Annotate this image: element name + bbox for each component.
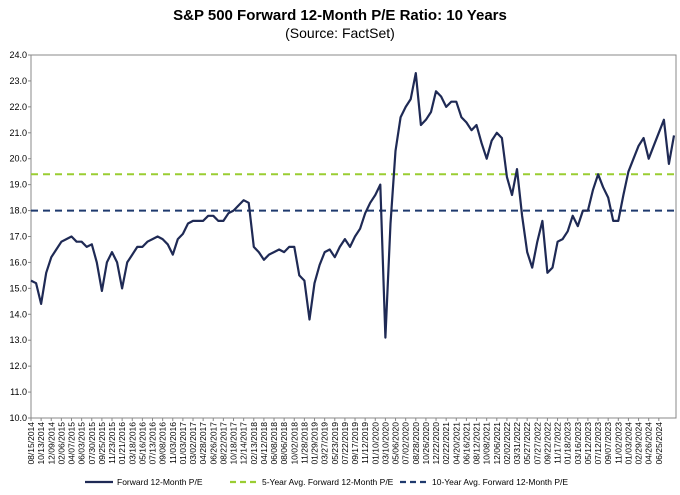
x-tick-label: 01/21/2016 (117, 422, 127, 465)
x-tick-label: 10/26/2020 (421, 422, 431, 465)
x-tick-label: 06/25/2024 (654, 422, 664, 465)
x-tick-label: 02/02/2022 (502, 422, 512, 465)
legend-label: 10-Year Avg. Forward 12-Month P/E (432, 477, 568, 487)
x-tick-label: 12/09/2014 (46, 422, 56, 465)
x-tick-label: 03/16/2023 (573, 422, 583, 465)
x-tick-label: 12/06/2021 (492, 422, 502, 465)
x-tick-label: 03/02/2017 (188, 422, 198, 465)
y-tick-label: 19.0 (9, 180, 27, 190)
x-tick-label: 11/12/2019 (360, 422, 370, 464)
y-tick-label: 15.0 (9, 283, 27, 293)
x-tick-label: 04/28/2017 (198, 422, 208, 465)
x-tick-label: 02/22/2021 (441, 422, 451, 465)
x-tick-label: 06/03/2015 (77, 422, 87, 465)
x-tick-label: 07/12/2023 (593, 422, 603, 465)
legend-label: Forward 12-Month P/E (117, 477, 203, 487)
x-tick-label: 01/18/2023 (563, 422, 573, 465)
x-tick-label: 06/26/2017 (208, 422, 218, 465)
x-tick-label: 08/28/2020 (411, 422, 421, 465)
x-tick-label: 05/23/2019 (330, 422, 340, 465)
y-tick-label: 14.0 (9, 309, 27, 319)
x-tick-label: 09/17/2019 (350, 422, 360, 465)
x-tick-label: 05/12/2023 (583, 422, 593, 465)
chart-subtitle: (Source: FactSet) (285, 25, 395, 41)
x-tick-label: 01/29/2019 (310, 422, 320, 465)
x-tick-label: 07/02/2020 (401, 422, 411, 465)
x-tick-label: 03/31/2022 (512, 422, 522, 465)
x-tick-label: 09/25/2015 (97, 422, 107, 465)
legend-label: 5-Year Avg. Forward 12-Month P/E (262, 477, 394, 487)
x-tick-label: 12/14/2017 (239, 422, 249, 465)
y-tick-label: 16.0 (9, 257, 27, 267)
plot-frame (30, 54, 677, 419)
x-tick-label: 10/13/2014 (36, 422, 46, 465)
x-tick-label: 05/06/2020 (391, 422, 401, 465)
y-tick-label: 17.0 (9, 232, 27, 242)
y-tick-label: 24.0 (9, 50, 27, 60)
chart-title: S&P 500 Forward 12-Month P/E Ratio: 10 Y… (173, 7, 507, 24)
x-tick-label: 10/02/2018 (289, 422, 299, 465)
x-tick-label: 04/26/2024 (644, 422, 654, 465)
x-tick-label: 07/22/2019 (340, 422, 350, 465)
y-tick-label: 12.0 (9, 361, 27, 371)
y-tick-label: 10.0 (9, 413, 27, 423)
x-tick-label: 07/27/2022 (532, 422, 542, 465)
x-tick-label: 11/03/2016 (168, 422, 178, 464)
x-tick-label: 01/03/2024 (623, 422, 633, 465)
x-tick-label: 09/07/2023 (603, 422, 613, 465)
x-tick-label: 06/08/2018 (269, 422, 279, 465)
x-tick-label: 01/10/2020 (370, 422, 380, 465)
x-tick-label: 04/20/2021 (451, 422, 461, 465)
y-tick-label: 20.0 (9, 154, 27, 164)
x-tick-label: 04/12/2018 (259, 422, 269, 465)
x-tick-label: 11/28/2018 (299, 422, 309, 464)
x-tick-label: 02/06/2015 (56, 422, 66, 465)
x-tick-label: 11/02/2023 (613, 422, 623, 464)
x-tick-label: 09/08/2016 (158, 422, 168, 465)
x-tick-label: 02/13/2018 (249, 422, 259, 465)
x-tick-label: 11/17/2022 (553, 422, 563, 464)
y-tick-label: 13.0 (9, 335, 27, 345)
x-tick-label: 08/22/2017 (218, 422, 228, 465)
x-tick-label: 07/13/2016 (148, 422, 158, 465)
y-tick-label: 18.0 (9, 206, 27, 216)
x-tick-label: 03/18/2016 (127, 422, 137, 465)
x-tick-label: 09/22/2022 (542, 422, 552, 465)
x-tick-label: 12/22/2020 (431, 422, 441, 465)
x-tick-label: 10/08/2021 (482, 422, 492, 465)
x-tick-label: 05/27/2022 (522, 422, 532, 465)
x-tick-label: 02/29/2024 (634, 422, 644, 465)
x-tick-label: 05/16/2016 (137, 422, 147, 465)
x-tick-label: 08/15/2014 (26, 422, 36, 465)
x-tick-label: 08/06/2018 (279, 422, 289, 465)
x-tick-label: 06/16/2021 (461, 422, 471, 465)
y-tick-label: 21.0 (9, 128, 27, 138)
x-tick-label: 01/03/2017 (178, 422, 188, 465)
x-tick-label: 04/07/2015 (67, 422, 77, 465)
y-tick-label: 11.0 (10, 387, 27, 397)
x-tick-label: 07/30/2015 (87, 422, 97, 465)
x-tick-label: 03/27/2019 (320, 422, 330, 465)
x-tick-label: 11/23/2015 (107, 422, 117, 464)
x-tick-label: 03/10/2020 (380, 422, 390, 465)
data-line (30, 72, 676, 339)
y-tick-label: 23.0 (9, 76, 27, 86)
x-tick-label: 10/18/2017 (229, 422, 239, 465)
y-tick-label: 22.0 (9, 102, 27, 112)
x-tick-label: 08/12/2021 (472, 422, 482, 465)
